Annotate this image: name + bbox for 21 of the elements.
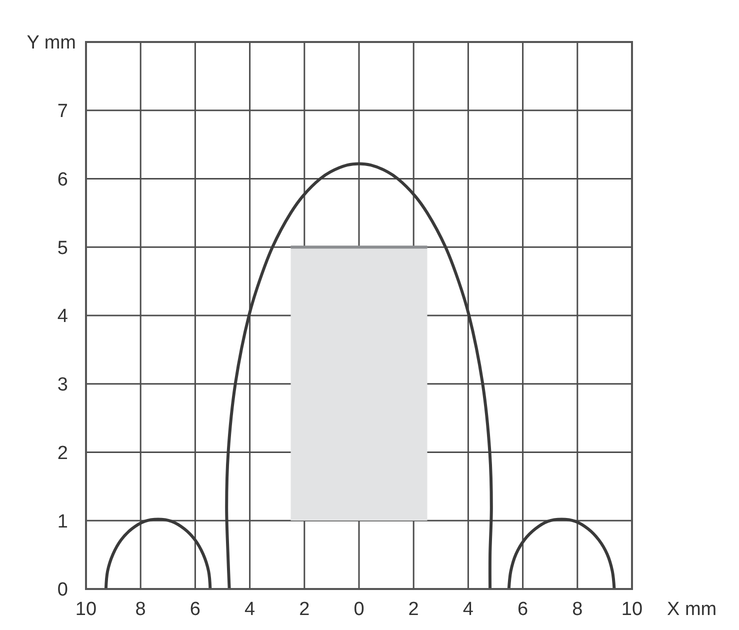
y-tick-label: 0: [57, 580, 68, 601]
y-tick-label: 1: [57, 511, 68, 532]
x-axis-title: X mm: [667, 599, 717, 620]
x-tick-label: 2: [408, 599, 419, 620]
x-tick-label: 4: [462, 599, 474, 620]
x-tick-label: 2: [299, 599, 310, 620]
y-tick-label: 6: [57, 169, 68, 190]
x-tick-label: 6: [190, 599, 200, 620]
x-tick-label: 6: [518, 599, 528, 620]
y-tick-label: 5: [57, 238, 68, 259]
y-tick-label: 4: [57, 306, 68, 328]
x-tick-label: 8: [135, 599, 146, 620]
x-tick-label: 0: [354, 599, 364, 620]
y-tick-label: 3: [57, 374, 68, 396]
y-tick-label: 7: [57, 101, 68, 122]
x-tick-label: 8: [572, 599, 583, 620]
x-tick-label: 10: [75, 599, 97, 620]
x-tick-label: 4: [244, 599, 256, 620]
y-axis-title: Y mm: [26, 32, 76, 54]
x-tick-label: 10: [621, 599, 643, 620]
y-tick-label: 2: [57, 442, 68, 464]
